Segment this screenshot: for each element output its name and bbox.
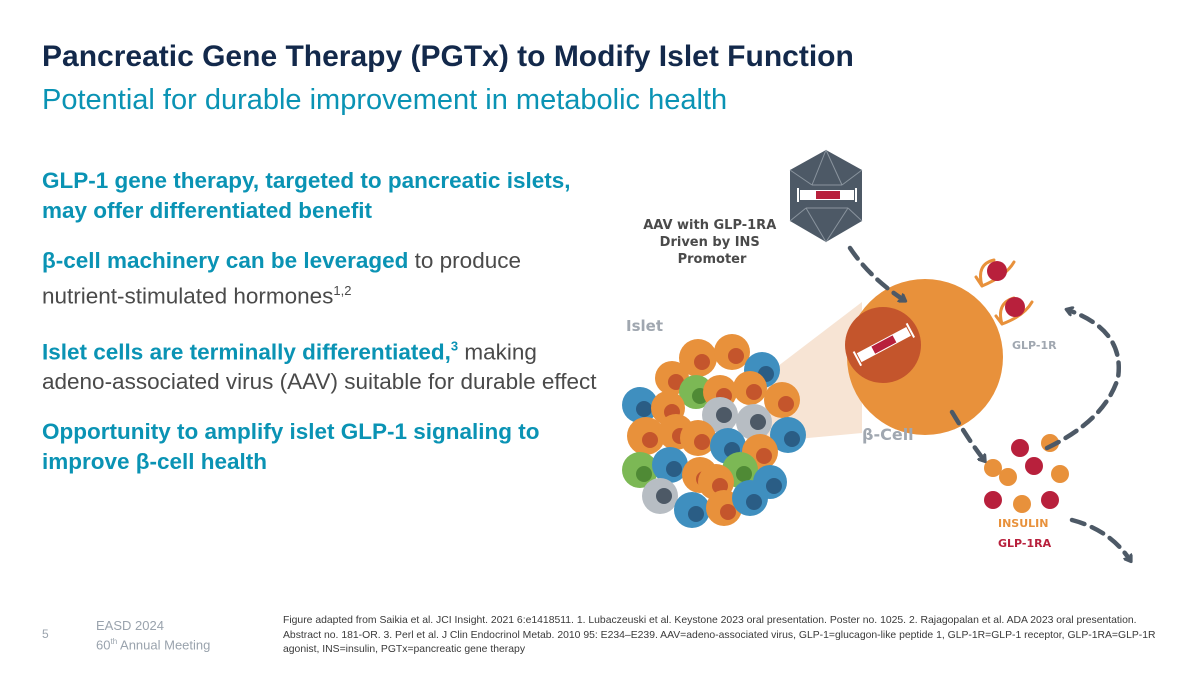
glp1-receptor-bottom bbox=[994, 296, 1034, 326]
islet-cell bbox=[622, 387, 658, 423]
islet-cell bbox=[679, 339, 717, 377]
beta-cell bbox=[845, 279, 1003, 435]
beta-cell-construct-icon bbox=[852, 322, 916, 367]
svg-text:AAV with GLP-1RA Driven by: AAV with GLP-1RA Driven by INS Promoter bbox=[643, 218, 781, 267]
islet-cell bbox=[714, 334, 750, 370]
meeting-ordinal: 60 bbox=[96, 637, 111, 653]
output-arrow bbox=[1069, 517, 1130, 560]
islet-cell bbox=[733, 371, 767, 405]
bullet-3-text: making adeno-associated virus (AAV) suit… bbox=[42, 339, 597, 394]
page-subtitle: Potential for durable improvement in met… bbox=[42, 84, 728, 116]
dna-construct-icon bbox=[797, 188, 857, 202]
aav-label-line-2: Driven by INS bbox=[660, 235, 760, 250]
meeting-ordinal-suffix: th bbox=[110, 637, 118, 646]
bullet-3-highlight: Islet cells are terminally differentiate… bbox=[42, 339, 451, 364]
secretion-arrow bbox=[949, 409, 984, 460]
conference-info: EASD 2024 60th Annual Meeting bbox=[96, 618, 210, 653]
aav-entry-arrow bbox=[847, 245, 904, 300]
bullet-2-highlight: β-cell machinery can be leveraged bbox=[42, 248, 409, 273]
islet-cell bbox=[732, 480, 768, 516]
bullet-3-citation: 3 bbox=[450, 338, 459, 354]
meeting-rest: Annual Meeting bbox=[117, 637, 211, 653]
islet-cell bbox=[627, 417, 665, 455]
bullet-3: Islet cells are terminally differentiate… bbox=[42, 332, 602, 398]
meeting-line: 60th Annual Meeting bbox=[96, 634, 210, 653]
glp1ra-label: GLP-1RA bbox=[998, 537, 1052, 550]
conference-name: EASD 2024 bbox=[96, 618, 164, 633]
islet-cell bbox=[674, 492, 710, 528]
beta-cell-label: β-Cell bbox=[862, 425, 914, 444]
islet-cell bbox=[736, 404, 772, 440]
islet-cell bbox=[764, 382, 800, 418]
islet-cell bbox=[770, 417, 806, 453]
glp1-receptor-top bbox=[974, 258, 1016, 288]
insulin-label: INSULIN bbox=[998, 517, 1048, 530]
islet-cell bbox=[680, 420, 716, 456]
aav-capsid bbox=[789, 149, 863, 243]
aav-label-line-1: AAV with GLP-1RA bbox=[643, 218, 776, 233]
islet-cell bbox=[622, 452, 658, 488]
gene-therapy-diagram: AAV with GLP-1RA Driven by INS Promoter … bbox=[622, 149, 1160, 590]
bullet-1-highlight: GLP-1 gene therapy, targeted to pancreat… bbox=[42, 168, 571, 223]
aav-label-line-3: Promoter bbox=[678, 252, 747, 267]
islet-cell bbox=[642, 478, 678, 514]
bullet-2: β-cell machinery can be leveraged to pro… bbox=[42, 246, 602, 312]
islet-cell bbox=[652, 447, 688, 483]
receptor-label: GLP-1R bbox=[1012, 339, 1057, 352]
islet-label: Islet bbox=[626, 317, 663, 335]
bullet-4-highlight: Opportunity to amplify islet GLP-1 signa… bbox=[42, 419, 540, 474]
bullet-4: Opportunity to amplify islet GLP-1 signa… bbox=[42, 417, 602, 477]
secreted-molecules bbox=[984, 434, 1069, 513]
islet-cell bbox=[702, 397, 738, 433]
islet-cluster bbox=[622, 334, 806, 528]
bullet-2-text: to produce nutrient-stimulated hormones bbox=[42, 248, 521, 309]
bullet-list: GLP-1 gene therapy, targeted to pancreat… bbox=[42, 166, 602, 497]
references-footnote: Figure adapted from Saikia et al. JCI In… bbox=[283, 615, 1156, 655]
page-number: 5 bbox=[42, 627, 49, 641]
autocrine-loop-arrow bbox=[1044, 310, 1121, 451]
page-title: Pancreatic Gene Therapy (PGTx) to Modify… bbox=[42, 40, 854, 73]
bullet-1: GLP-1 gene therapy, targeted to pancreat… bbox=[42, 166, 602, 226]
bullet-2-citation: 1,2 bbox=[333, 283, 352, 298]
